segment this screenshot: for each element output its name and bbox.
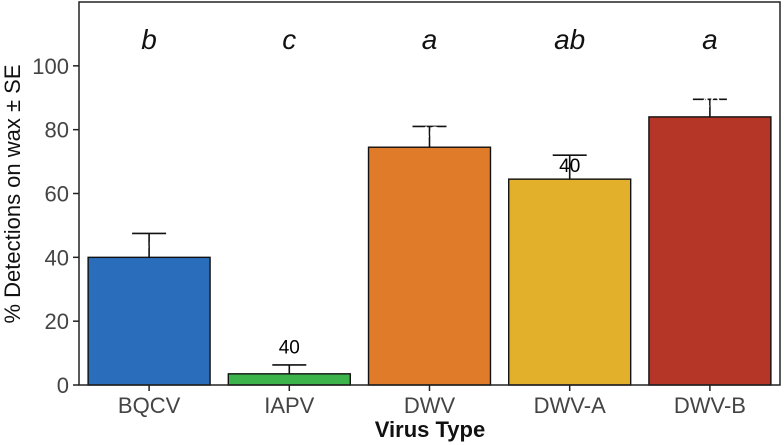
sample-size-label: 40 — [559, 156, 580, 177]
plot-frame — [78, 1, 781, 386]
bar-dwv — [367, 146, 492, 386]
sample-size-label: 40 — [139, 234, 160, 255]
y-tick-label: 100 — [32, 54, 69, 79]
y-axis-title: % Detections on wax ± SE — [0, 64, 25, 323]
y-tick-label: 40 — [45, 245, 69, 270]
x-tick-label: BQCV — [118, 393, 181, 418]
significance-letter: ab — [554, 24, 585, 55]
sample-size-label: 40 — [699, 94, 720, 115]
x-tick-label: DWV-B — [674, 393, 746, 418]
bar-dwv-b — [648, 116, 772, 386]
bar-bqcv — [87, 256, 211, 386]
x-tick-label: DWV — [404, 393, 456, 418]
significance-letter: a — [702, 24, 718, 55]
x-axis-title: Virus Type — [375, 417, 485, 442]
significance-letter: b — [141, 24, 157, 55]
y-tick-label: 80 — [45, 118, 69, 143]
y-tick-label: 60 — [45, 182, 69, 207]
x-tick-label: IAPV — [264, 393, 314, 418]
sample-size-label: 40 — [279, 338, 300, 359]
sample-size-label: 40 — [419, 124, 440, 145]
y-tick-label: 20 — [45, 309, 69, 334]
significance-letter: a — [422, 24, 438, 55]
bar-dwv-a — [508, 178, 632, 386]
y-tick-label: 0 — [57, 373, 69, 398]
x-tick-label: DWV-A — [534, 393, 606, 418]
significance-letter: c — [282, 24, 296, 55]
bar-iapv — [227, 373, 351, 386]
